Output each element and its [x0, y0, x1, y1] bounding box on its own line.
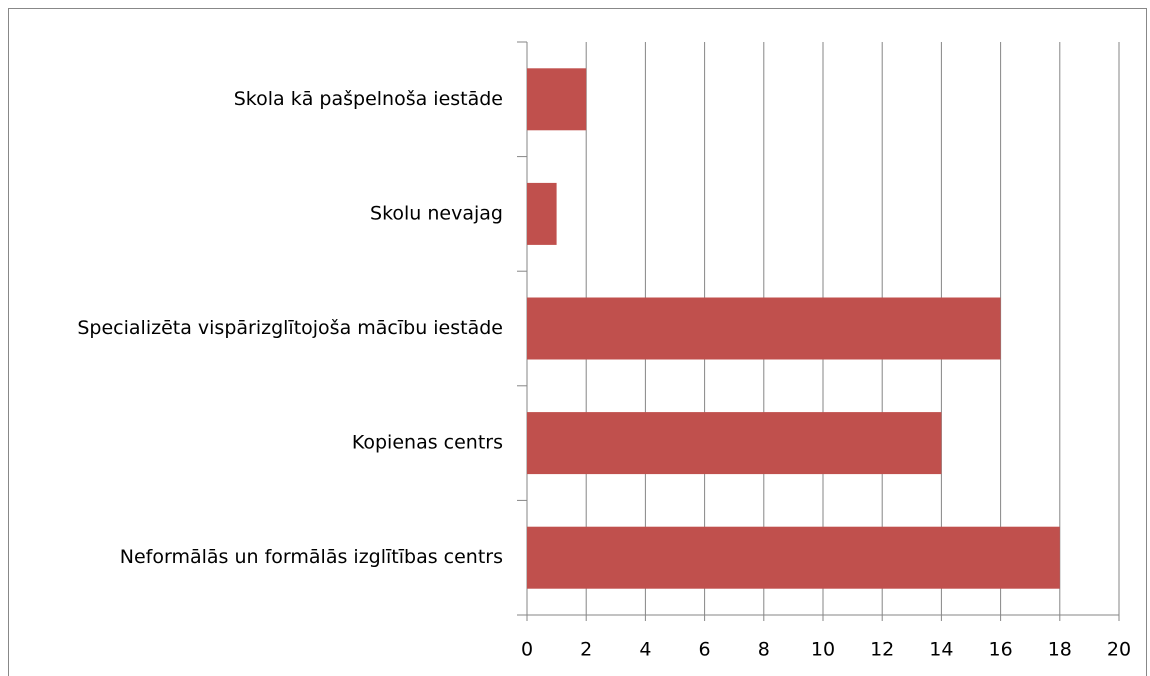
bar — [527, 182, 557, 245]
y-tick-label: Neformālās un formālās izglītības centrs — [120, 546, 503, 568]
y-tick-label: Kopienas centrs — [352, 432, 503, 454]
x-tick-label: 2 — [580, 639, 592, 661]
x-tick-label: 8 — [758, 639, 770, 661]
x-tick-label: 16 — [989, 639, 1013, 661]
x-tick-label: 18 — [1048, 639, 1072, 661]
x-tick-label: 4 — [639, 639, 651, 661]
x-tick-label: 6 — [699, 639, 711, 661]
x-tick-label: 10 — [811, 639, 835, 661]
x-tick-label: 14 — [929, 639, 953, 661]
x-tick-label: 20 — [1107, 639, 1131, 661]
bar — [527, 297, 1001, 360]
y-tick-label: Skolu nevajag — [370, 202, 503, 224]
y-tick-label: Specializēta vispārizglītojoša mācību ie… — [77, 317, 503, 339]
bar — [527, 412, 942, 475]
x-tick-label: 0 — [521, 639, 533, 661]
y-tick-label: Skola kā pašpelnoša iestāde — [234, 88, 503, 110]
x-tick-label: 12 — [870, 639, 894, 661]
bar — [527, 526, 1060, 589]
bar — [527, 68, 587, 131]
